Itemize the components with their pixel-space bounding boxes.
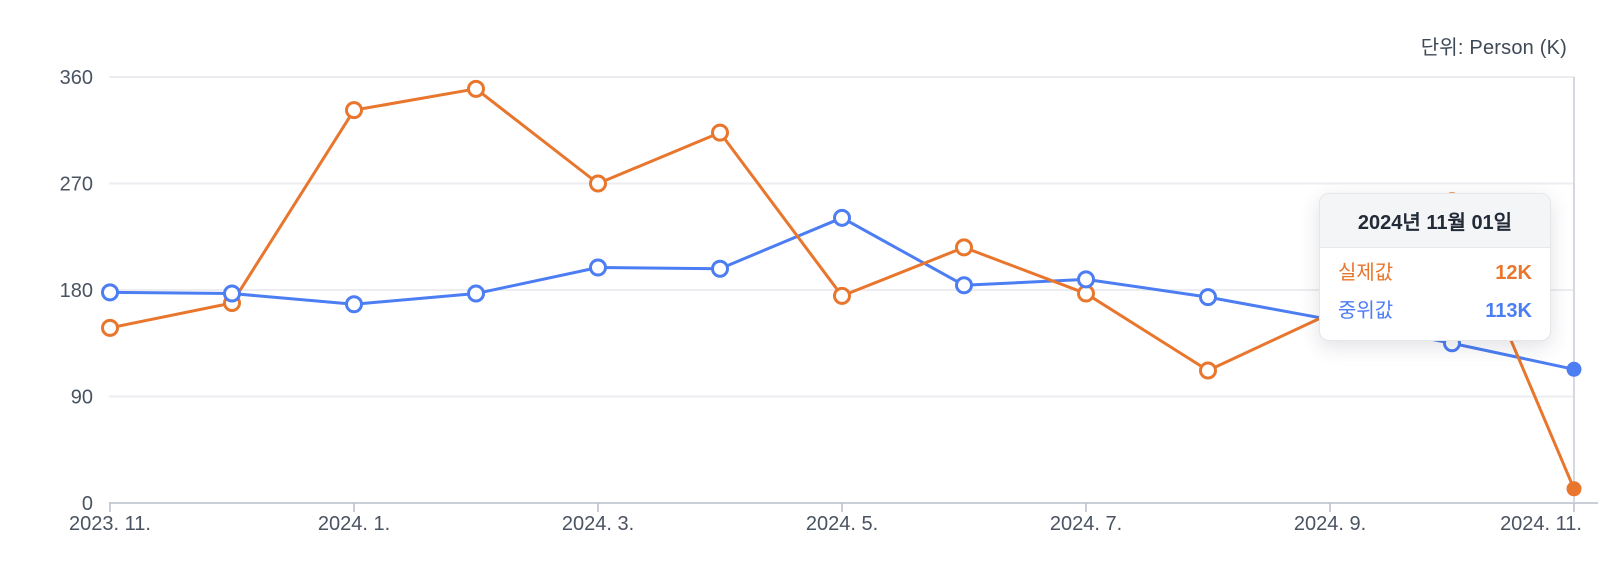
data-point-median[interactable] xyxy=(589,258,607,277)
tooltip-value-median: 113K xyxy=(1485,300,1532,322)
y-axis-label: 90 xyxy=(71,387,93,409)
data-point-median[interactable] xyxy=(1199,288,1217,307)
data-point-median[interactable] xyxy=(1077,270,1095,289)
data-point-median[interactable] xyxy=(955,276,973,295)
x-axis-label: 2023. 11. xyxy=(69,513,151,535)
data-point-median[interactable] xyxy=(345,295,363,314)
x-axis-label: 2024. 7. xyxy=(1050,513,1122,535)
data-point-actual[interactable] xyxy=(101,318,119,337)
data-point-median-active[interactable] xyxy=(1566,361,1582,377)
data-point-actual[interactable] xyxy=(1199,361,1217,380)
x-axis-label: 2024. 9. xyxy=(1294,513,1366,535)
x-axis-label: 2024. 5. xyxy=(806,513,878,535)
data-point-actual[interactable] xyxy=(345,101,363,120)
y-axis-label: 0 xyxy=(82,493,93,515)
data-point-actual[interactable] xyxy=(833,286,851,305)
unit-label: 단위: Person (K) xyxy=(1420,37,1567,59)
x-axis-label: 2024. 11. xyxy=(1500,513,1582,535)
data-point-median[interactable] xyxy=(467,284,485,303)
x-axis-label: 2024. 1. xyxy=(318,513,390,535)
data-point-median[interactable] xyxy=(711,259,729,278)
hover-tooltip: 2024년 11월 01일 실제값 12K 중위값 113K xyxy=(1319,193,1551,341)
y-axis-label: 180 xyxy=(60,280,93,302)
tooltip-date-title: 2024년 11월 01일 xyxy=(1320,194,1550,248)
tooltip-label-median: 중위값 xyxy=(1338,300,1394,322)
data-point-actual-active[interactable] xyxy=(1566,481,1582,497)
data-point-median[interactable] xyxy=(833,208,851,227)
data-point-actual[interactable] xyxy=(589,174,607,193)
data-point-median[interactable] xyxy=(101,283,119,302)
y-axis-label: 360 xyxy=(60,67,93,89)
tooltip-body: 실제값 12K 중위값 113K xyxy=(1320,248,1550,337)
y-axis-label: 270 xyxy=(60,174,93,196)
tooltip-value-actual: 12K xyxy=(1495,262,1532,284)
tooltip-row-actual: 실제값 12K xyxy=(1338,261,1532,285)
data-point-actual[interactable] xyxy=(711,123,729,142)
data-point-actual[interactable] xyxy=(955,238,973,257)
x-axis-label: 2024. 3. xyxy=(562,513,634,535)
data-point-actual[interactable] xyxy=(467,79,485,98)
tooltip-label-actual: 실제값 xyxy=(1338,262,1394,284)
data-point-median[interactable] xyxy=(223,284,241,303)
tooltip-row-median: 중위값 113K xyxy=(1338,299,1532,323)
